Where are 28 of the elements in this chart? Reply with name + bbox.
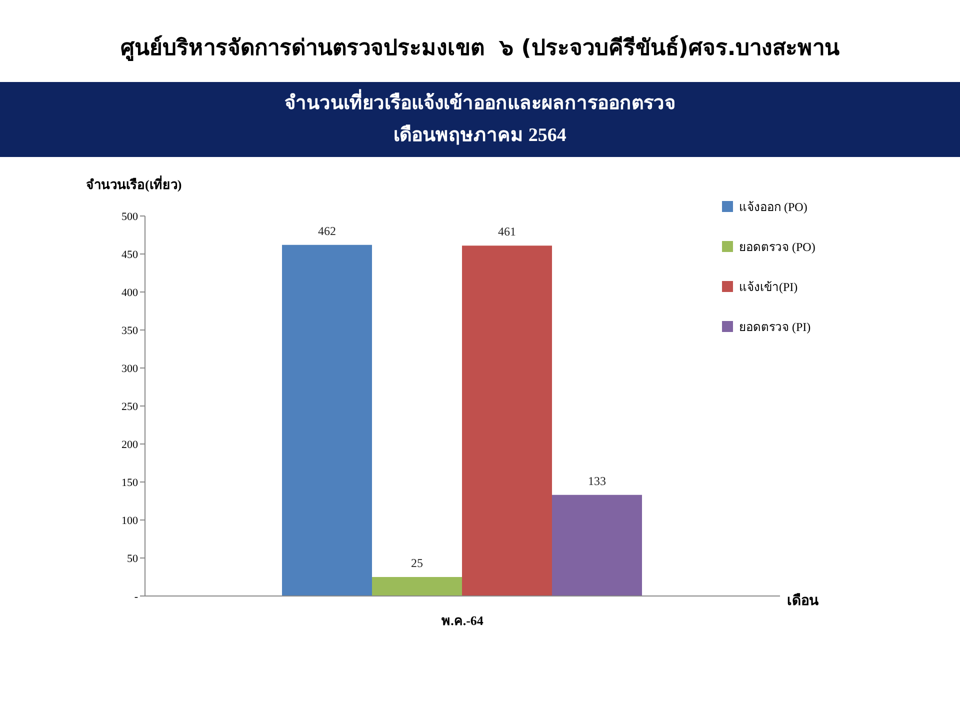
x-tick-label: พ.ค.-64 bbox=[442, 613, 484, 628]
data-label: 25 bbox=[411, 556, 423, 570]
y-tick-label: 100 bbox=[122, 514, 138, 527]
data-label: 133 bbox=[588, 474, 606, 488]
x-axis-title: เดือน bbox=[787, 592, 819, 611]
y-axis-title: จำนวนเรือ(เที่ยว) bbox=[86, 174, 182, 194]
chart-subtitle: จำนวนเที่ยวเรือแจ้งเข้าออกและผลการออกตรวจ เดือนพฤษภาคม 2564 bbox=[284, 88, 676, 148]
legend-label: แจ้งออก (PO) bbox=[739, 198, 808, 216]
bar bbox=[462, 246, 552, 596]
y-tick-label: 350 bbox=[122, 324, 138, 337]
y-tick-label: 200 bbox=[122, 438, 138, 451]
data-label: 462 bbox=[318, 224, 336, 238]
chart-title: ศูนย์บริหารจัดการด่านตรวจประมงเขต ๖ (ประจวบคีรีขันธ์)ศจร.บางสะพาน bbox=[119, 34, 841, 63]
y-tick-label: - bbox=[134, 590, 138, 603]
legend-label: ยอดตรวจ (PO) bbox=[739, 238, 816, 256]
legend-label: ยอดตรวจ (PI) bbox=[739, 318, 811, 336]
bar bbox=[552, 494, 642, 596]
y-tick-label: 400 bbox=[122, 286, 138, 299]
bar bbox=[282, 244, 372, 596]
y-tick-label: 50 bbox=[127, 552, 138, 565]
y-tick-label: 500 bbox=[122, 210, 138, 223]
y-tick-label: 150 bbox=[122, 476, 138, 489]
bar bbox=[372, 577, 462, 596]
y-tick-label: 450 bbox=[122, 248, 138, 261]
legend-label: แจ้งเข้า(PI) bbox=[739, 278, 798, 296]
y-tick-label: 250 bbox=[122, 400, 138, 413]
y-tick-label: 300 bbox=[122, 362, 138, 375]
data-label: 461 bbox=[498, 224, 516, 239]
